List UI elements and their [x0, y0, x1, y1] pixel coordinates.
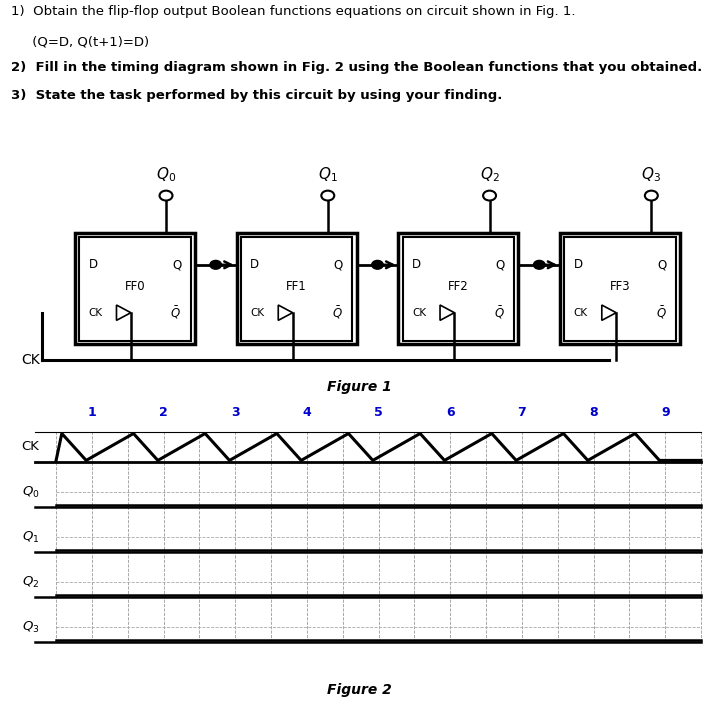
- Circle shape: [210, 260, 221, 269]
- Text: FF3: FF3: [610, 280, 631, 293]
- Text: $\bar{Q}$: $\bar{Q}$: [494, 304, 505, 321]
- Text: $Q_3$: $Q_3$: [22, 620, 40, 634]
- Text: $Q_3$: $Q_3$: [641, 165, 661, 184]
- Text: CK: CK: [412, 308, 426, 318]
- Bar: [75, 233, 195, 344]
- Text: $Q_1$: $Q_1$: [318, 165, 338, 184]
- Text: 2)  Fill in the timing diagram shown in Fig. 2 using the Boolean functions that : 2) Fill in the timing diagram shown in F…: [11, 61, 702, 74]
- Text: 7: 7: [518, 407, 526, 419]
- Bar: [403, 237, 514, 341]
- Text: CK: CK: [88, 308, 103, 318]
- Text: CK: CK: [22, 440, 40, 454]
- Bar: [564, 237, 676, 341]
- Text: 1: 1: [88, 407, 96, 419]
- Text: Q: Q: [495, 258, 505, 271]
- Text: $\bar{Q}$: $\bar{Q}$: [656, 304, 667, 321]
- Text: 5: 5: [374, 407, 383, 419]
- Text: (Q=D, Q(t+1)=D): (Q=D, Q(t+1)=D): [11, 36, 149, 48]
- Text: FF1: FF1: [286, 280, 307, 293]
- Text: 4: 4: [303, 407, 311, 419]
- Text: 3)  State the task performed by this circuit by using your finding.: 3) State the task performed by this circ…: [11, 90, 502, 102]
- Text: $\bar{Q}$: $\bar{Q}$: [332, 304, 343, 321]
- Text: Q: Q: [657, 258, 667, 271]
- Text: 6: 6: [446, 407, 454, 419]
- Text: 9: 9: [661, 407, 669, 419]
- Text: 1)  Obtain the flip-flop output Boolean functions equations on circuit shown in : 1) Obtain the flip-flop output Boolean f…: [11, 5, 575, 18]
- Circle shape: [372, 260, 383, 269]
- Bar: [241, 237, 352, 341]
- Text: 2: 2: [159, 407, 168, 419]
- Circle shape: [533, 260, 545, 269]
- Bar: [237, 233, 357, 344]
- Text: D: D: [412, 258, 421, 271]
- Text: $\bar{Q}$: $\bar{Q}$: [170, 304, 181, 321]
- Text: D: D: [88, 258, 98, 271]
- Text: CK: CK: [574, 308, 588, 318]
- Text: $Q_0$: $Q_0$: [156, 165, 176, 184]
- Text: $Q_1$: $Q_1$: [22, 529, 40, 545]
- Text: CK: CK: [21, 353, 40, 367]
- Text: Figure 2: Figure 2: [327, 683, 392, 697]
- Text: Q: Q: [172, 258, 181, 271]
- Text: $Q_2$: $Q_2$: [22, 574, 40, 590]
- Text: $Q_0$: $Q_0$: [22, 484, 40, 500]
- Text: FF2: FF2: [448, 280, 469, 293]
- Text: 8: 8: [590, 407, 597, 419]
- Text: CK: CK: [250, 308, 265, 318]
- Text: $Q_2$: $Q_2$: [480, 165, 500, 184]
- Text: D: D: [250, 258, 260, 271]
- Text: FF0: FF0: [124, 280, 145, 293]
- Text: Q: Q: [334, 258, 343, 271]
- Text: 3: 3: [231, 407, 239, 419]
- Text: D: D: [574, 258, 583, 271]
- Bar: [560, 233, 680, 344]
- Bar: [398, 233, 518, 344]
- Bar: [79, 237, 191, 341]
- Text: Figure 1: Figure 1: [327, 381, 392, 395]
